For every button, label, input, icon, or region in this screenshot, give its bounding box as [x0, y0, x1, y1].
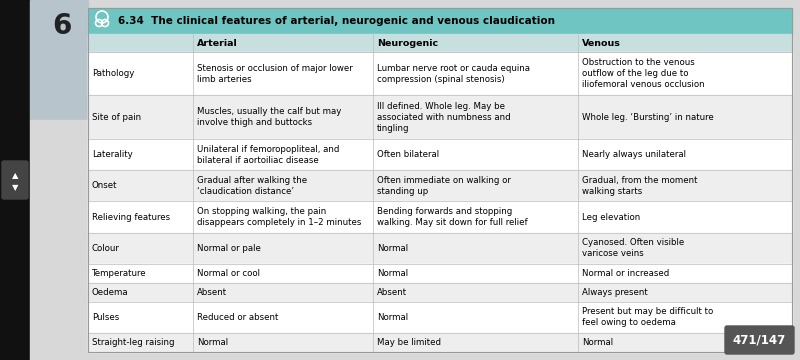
Text: Onset: Onset [92, 181, 118, 190]
Text: Whole leg. ‘Bursting’ in nature: Whole leg. ‘Bursting’ in nature [582, 113, 714, 122]
Text: Present but may be difficult to
feel owing to oedema: Present but may be difficult to feel owi… [582, 307, 714, 328]
Bar [88, 52, 792, 95]
Text: Site of pain: Site of pain [92, 113, 141, 122]
Text: Pathology: Pathology [92, 69, 134, 78]
Text: Cyanosed. Often visible
varicose veins: Cyanosed. Often visible varicose veins [582, 238, 684, 258]
Text: 471/147: 471/147 [733, 333, 786, 346]
Text: Normal: Normal [377, 313, 408, 322]
Text: Lumbar nerve root or cauda equina
compression (spinal stenosis): Lumbar nerve root or cauda equina compre… [377, 64, 530, 84]
Text: Often immediate on walking or
standing up: Often immediate on walking or standing u… [377, 176, 511, 196]
Text: Leg elevation: Leg elevation [582, 212, 640, 221]
Text: Absent: Absent [377, 288, 407, 297]
Bar [88, 8, 792, 34]
Bar [88, 8, 792, 352]
Text: Normal or cool: Normal or cool [197, 269, 260, 278]
Bar [88, 201, 792, 233]
Text: Always present: Always present [582, 288, 648, 297]
Text: Ill defined. Whole leg. May be
associated with numbness and
tingling: Ill defined. Whole leg. May be associate… [377, 102, 510, 133]
Text: Arterial: Arterial [197, 39, 238, 48]
Text: Gradual after walking the
‘claudication distance’: Gradual after walking the ‘claudication … [197, 176, 307, 196]
Text: 6: 6 [53, 12, 72, 40]
Bar [88, 233, 792, 264]
Bar [88, 302, 792, 333]
Text: Normal or pale: Normal or pale [197, 244, 261, 253]
Text: Absent: Absent [197, 288, 227, 297]
Bar [88, 34, 792, 52]
Text: 6.34  The clinical features of arterial, neurogenic and venous claudication: 6.34 The clinical features of arterial, … [118, 16, 555, 26]
Text: ▲: ▲ [12, 171, 18, 180]
Text: Normal: Normal [377, 244, 408, 253]
Bar [88, 95, 792, 139]
Text: Normal: Normal [197, 338, 228, 347]
Text: Oedema: Oedema [92, 288, 129, 297]
Text: Gradual, from the moment
walking starts: Gradual, from the moment walking starts [582, 176, 698, 196]
Text: Normal or increased: Normal or increased [582, 269, 670, 278]
Bar [88, 333, 792, 352]
FancyBboxPatch shape [725, 326, 794, 354]
Text: Normal: Normal [377, 269, 408, 278]
Text: Often bilateral: Often bilateral [377, 150, 439, 159]
Text: Reduced or absent: Reduced or absent [197, 313, 278, 322]
FancyBboxPatch shape [2, 161, 28, 199]
Text: Straight-leg raising: Straight-leg raising [92, 338, 174, 347]
Bar [30, 0, 88, 120]
Bar [88, 139, 792, 170]
Text: Stenosis or occlusion of major lower
limb arteries: Stenosis or occlusion of major lower lim… [197, 64, 353, 84]
Text: Neurogenic: Neurogenic [377, 39, 438, 48]
Bar [0, 0, 30, 360]
Bar [30, 120, 88, 360]
Text: May be limited: May be limited [377, 338, 441, 347]
Text: Temperature: Temperature [92, 269, 146, 278]
Text: Venous: Venous [582, 39, 621, 48]
Text: Bending forwards and stopping
walking. May sit down for full relief: Bending forwards and stopping walking. M… [377, 207, 528, 227]
Bar [88, 8, 792, 352]
Text: Pulses: Pulses [92, 313, 119, 322]
Bar [88, 264, 792, 283]
Text: Muscles, usually the calf but may
involve thigh and buttocks: Muscles, usually the calf but may involv… [197, 107, 342, 127]
Text: Normal: Normal [582, 338, 613, 347]
Text: Laterality: Laterality [92, 150, 133, 159]
Text: Colour: Colour [92, 244, 120, 253]
Bar [88, 170, 792, 201]
Text: Nearly always unilateral: Nearly always unilateral [582, 150, 686, 159]
Text: Obstruction to the venous
outflow of the leg due to
iliofemoral venous occlusion: Obstruction to the venous outflow of the… [582, 58, 705, 89]
Text: ▼: ▼ [12, 184, 18, 193]
Text: Relieving features: Relieving features [92, 212, 170, 221]
Text: Unilateral if femoropopliteal, and
bilateral if aortoiliac disease: Unilateral if femoropopliteal, and bilat… [197, 144, 339, 165]
Bar [88, 283, 792, 302]
Text: On stopping walking, the pain
disappears completely in 1–2 minutes: On stopping walking, the pain disappears… [197, 207, 362, 227]
